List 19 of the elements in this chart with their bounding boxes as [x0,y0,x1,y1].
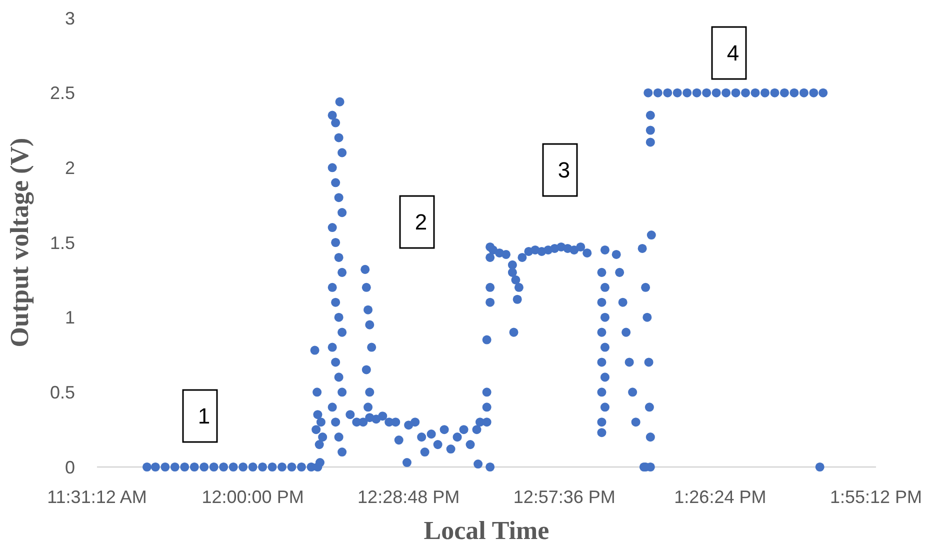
x-tick-label: 12:00:00 PM [202,487,304,507]
x-axis-title: Local Time [424,516,550,545]
y-axis-title: Output voltage (V) [5,138,34,348]
y-tick-label: 0 [64,457,75,478]
x-tick-label: 12:57:36 PM [513,487,616,507]
y-tick-label: 2.5 [50,83,75,104]
annotation: 4 [726,40,740,66]
y-tick-label: 3 [64,8,75,28]
annotation: 3 [558,158,570,183]
y-tick-label: 2 [64,158,75,178]
annotation: 1 [198,404,210,429]
y-tick-label: 1.5 [50,232,75,253]
x-tick-label: 12:28:48 PM [358,487,460,507]
x-tick-label: 1:55:12 PM [830,487,922,507]
annotation: 2 [414,210,428,235]
y-tick-label: 0.5 [50,382,75,402]
x-tick-label: 1:26:24 PM [674,487,766,507]
y-tick-label: 1 [64,308,75,328]
x-tick-label: 11:31:12 AM [47,487,147,507]
